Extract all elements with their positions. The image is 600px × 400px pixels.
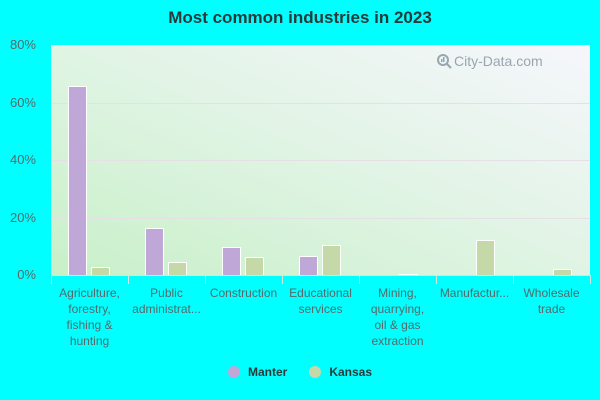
y-tick-label: 0% <box>17 267 36 282</box>
bar-kansas[interactable] <box>399 274 418 275</box>
legend-label: Kansas <box>329 365 373 379</box>
x-tick <box>359 275 360 284</box>
bar-kansas[interactable] <box>168 262 187 275</box>
x-tick <box>436 275 437 284</box>
legend-item-kansas[interactable]: Kansas <box>309 365 372 379</box>
bar-kansas[interactable] <box>245 257 264 275</box>
x-tick <box>51 275 52 284</box>
bar-manter[interactable] <box>222 247 241 275</box>
x-tick-label: Construction <box>209 286 278 300</box>
x-tick-label: Public administrat... <box>132 286 201 316</box>
bar-manter[interactable] <box>145 227 164 275</box>
legend-swatch-icon <box>309 366 322 378</box>
x-tick <box>513 275 514 284</box>
gridline <box>51 217 590 219</box>
bar-kansas[interactable] <box>553 268 572 275</box>
x-tick-label: Mining, quarrying, oil & gas extraction <box>370 286 425 348</box>
gridline <box>51 102 590 104</box>
y-tick-label: 40% <box>9 152 36 167</box>
plot-area: City-Data.com <box>51 45 590 275</box>
x-tick <box>590 275 591 284</box>
bar-manter[interactable] <box>68 86 87 275</box>
x-tick-label: Educational services <box>289 286 352 316</box>
watermark-text: City-Data.com <box>454 53 543 69</box>
legend-item-manter[interactable]: Manter <box>227 365 288 379</box>
x-axis-line <box>51 275 590 276</box>
bar-manter[interactable] <box>299 256 318 275</box>
legend-swatch-icon <box>227 366 240 378</box>
legend: Manter Kansas <box>0 365 600 379</box>
x-tick-label: Manufactur... <box>439 286 510 300</box>
y-tick-label: 20% <box>9 209 36 225</box>
y-tick-label: 80% <box>9 37 36 52</box>
bar-kansas[interactable] <box>91 266 110 275</box>
magnifier-icon <box>437 54 452 69</box>
x-tick <box>128 275 129 284</box>
chart-title: Most common industries in 2023 <box>168 8 432 27</box>
legend-label: Manter <box>247 365 288 379</box>
bar-kansas[interactable] <box>476 239 495 275</box>
y-tick-label: 60% <box>9 94 36 110</box>
x-tick-label: Agriculture, forestry, fishing & hunting <box>59 286 120 348</box>
gridline <box>51 160 590 161</box>
x-tick <box>282 275 283 284</box>
watermark: City-Data.com <box>436 53 543 69</box>
x-tick <box>205 275 206 284</box>
bar-kansas[interactable] <box>322 245 341 275</box>
x-tick-label: Wholesale trade <box>523 286 580 316</box>
